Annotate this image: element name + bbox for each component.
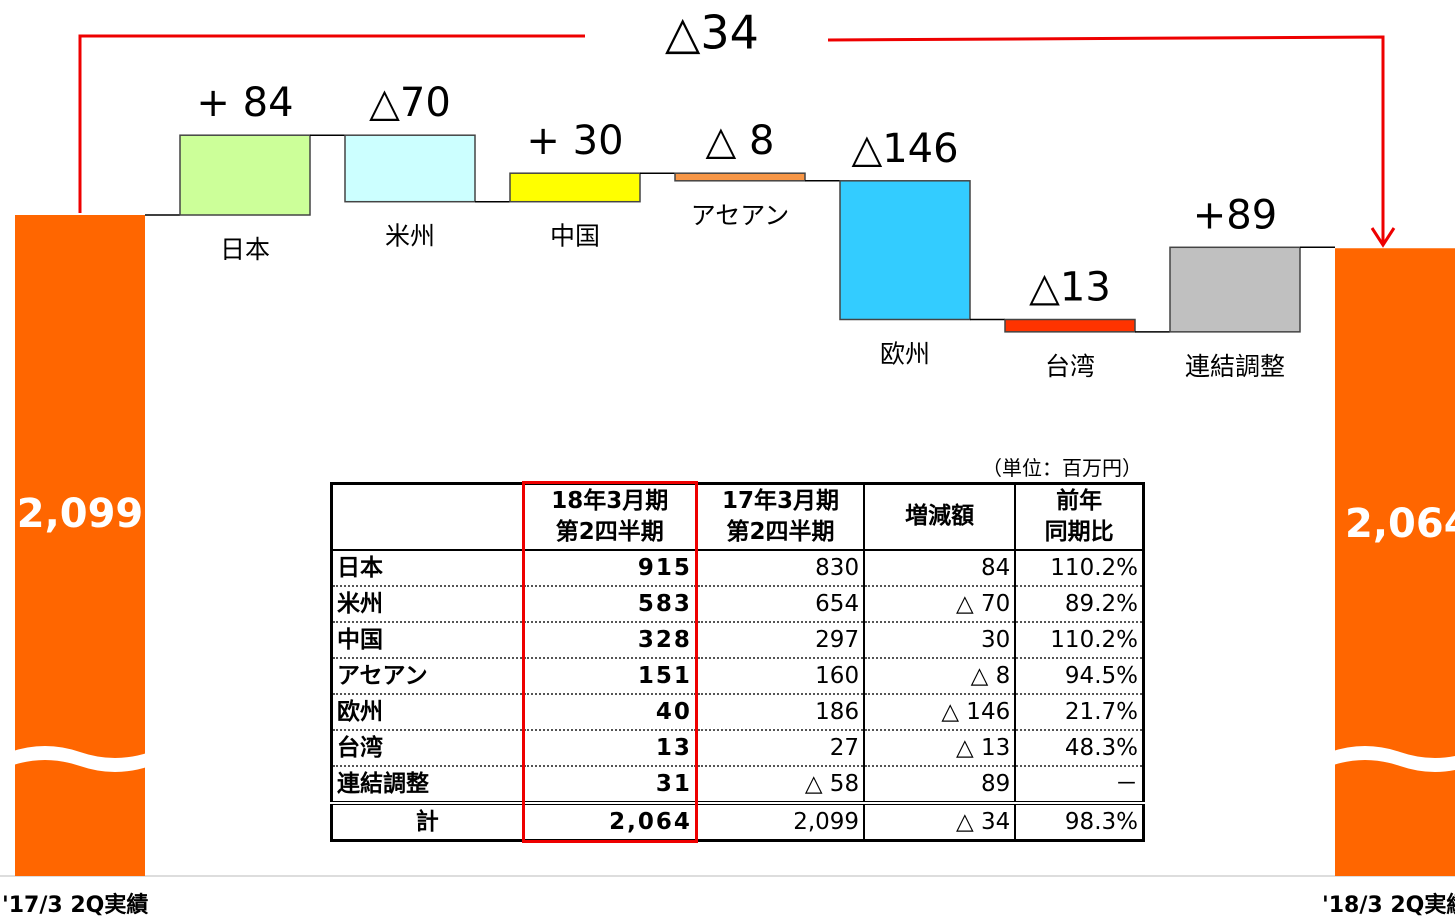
- header-cell: 増減額: [863, 483, 1017, 551]
- end-label: 2,064: [1345, 501, 1455, 547]
- table-row: 中国 328 297 30 110.2%: [330, 622, 1145, 659]
- header-cell: 17年3月期 第2四半期: [695, 483, 866, 551]
- header-cell: 18年3月期 第2四半期: [521, 483, 698, 551]
- bar: [839, 180, 971, 321]
- bar: [674, 172, 806, 182]
- table-row: 台湾 13 27 △ 13 48.3%: [330, 730, 1145, 767]
- bar: [1004, 318, 1136, 333]
- header-text: 第2四半期: [726, 519, 835, 545]
- table-cell: △ 8: [863, 658, 1017, 695]
- category-label: 連結調整: [1185, 352, 1285, 381]
- row-label: 台湾: [330, 730, 524, 767]
- table-cell: 89.2%: [1014, 586, 1145, 623]
- table-cell: 2,099: [695, 801, 866, 842]
- row-label: 日本: [330, 550, 524, 587]
- end-bar: [1335, 248, 1455, 876]
- bar: [179, 134, 311, 216]
- start-label: 2,099: [17, 491, 144, 537]
- bar: [344, 134, 476, 203]
- table-cell: 583: [521, 586, 698, 623]
- row-label: アセアン: [330, 658, 524, 695]
- total-change-label: △34: [665, 6, 759, 60]
- category-label: 欧州: [880, 340, 930, 369]
- row-label: 欧州: [330, 694, 524, 731]
- table-cell: 21.7%: [1014, 694, 1145, 731]
- header-text: 増減額: [905, 503, 975, 530]
- total-bracket: [78, 34, 1385, 243]
- header-cell: 前年 同期比: [1014, 483, 1145, 551]
- table-cell: △ 13: [863, 730, 1017, 767]
- end-name: '18/3 2Q実績: [1322, 892, 1455, 918]
- bar: [1169, 246, 1301, 333]
- table-cell: －: [1014, 766, 1145, 804]
- axis-break: [1330, 746, 1455, 772]
- value-label: + 84: [196, 80, 293, 126]
- row-label: 計: [330, 801, 524, 842]
- table-cell: △ 58: [695, 766, 866, 804]
- category-label: 台湾: [1045, 352, 1095, 381]
- value-label: +89: [1193, 192, 1277, 238]
- table-cell: 31: [521, 766, 698, 804]
- table-row: 欧州 40 186 △ 146 21.7%: [330, 694, 1145, 731]
- table-cell: 110.2%: [1014, 622, 1145, 659]
- table-cell: 98.3%: [1014, 801, 1145, 842]
- row-label: 中国: [330, 622, 524, 659]
- table-cell: 30: [863, 622, 1017, 659]
- table-cell: 84: [863, 550, 1017, 587]
- table-cell: △ 70: [863, 586, 1017, 623]
- value-label: + 30: [526, 118, 623, 164]
- table-cell: 915: [521, 550, 698, 587]
- table-cell: 13: [521, 730, 698, 767]
- table-cell: 297: [695, 622, 866, 659]
- data-table: 18年3月期 第2四半期 17年3月期 第2四半期 増減額 前年 同期比 日本 915 830 84…: [330, 482, 1145, 842]
- table-row: 連結調整 31 △ 58 89 －: [330, 766, 1145, 804]
- start-name: '17/3 2Q実績: [2, 892, 148, 918]
- table-row: 日本 915 830 84 110.2%: [330, 550, 1145, 587]
- table-cell: 830: [695, 550, 866, 587]
- header-text: 同期比: [1044, 519, 1114, 545]
- row-label: 米州: [330, 586, 524, 623]
- table-cell: 94.5%: [1014, 658, 1145, 695]
- value-label: △ 8: [706, 118, 775, 164]
- category-label: 日本: [220, 235, 270, 264]
- table-cell: △ 146: [863, 694, 1017, 731]
- axis-break: [10, 746, 150, 772]
- table-cell: 89: [863, 766, 1017, 804]
- table-cell: 48.3%: [1014, 730, 1145, 767]
- category-label: アセアン: [691, 201, 790, 230]
- table-cell: 186: [695, 694, 866, 731]
- header-row: 18年3月期 第2四半期 17年3月期 第2四半期 増減額 前年 同期比: [330, 483, 1145, 551]
- value-label: △70: [369, 80, 451, 126]
- arrow-head: [1370, 227, 1396, 248]
- table-row: アセアン 151 160 △ 8 94.5%: [330, 658, 1145, 695]
- table-cell: 2,064: [521, 801, 698, 842]
- table-cell: 27: [695, 730, 866, 767]
- value-label: △146: [851, 126, 958, 172]
- table-cell: 110.2%: [1014, 550, 1145, 587]
- corner-cell: [330, 483, 524, 551]
- table-cell: 654: [695, 586, 866, 623]
- start-bar: [15, 215, 145, 876]
- table-cell: 328: [521, 622, 698, 659]
- value-label: △13: [1029, 265, 1111, 311]
- table-cell: △ 34: [863, 801, 1017, 842]
- table-row: 計 2,064 2,099 △ 34 98.3%: [330, 801, 1145, 842]
- category-label: 米州: [385, 222, 435, 251]
- header-text: 第2四半期: [555, 519, 664, 545]
- category-label: 中国: [550, 222, 600, 251]
- table-row: 米州 583 654 △ 70 89.2%: [330, 586, 1145, 623]
- bar: [509, 172, 641, 203]
- table-cell: 160: [695, 658, 866, 695]
- table-cell: 151: [521, 658, 698, 695]
- header-text: 前年: [1056, 487, 1103, 514]
- row-label: 連結調整: [330, 766, 524, 804]
- table-cell: 40: [521, 694, 698, 731]
- unit-note: （単位：百万円）: [982, 456, 1142, 480]
- header-text: 17年3月期: [721, 487, 839, 514]
- header-text: 18年3月期: [551, 487, 669, 514]
